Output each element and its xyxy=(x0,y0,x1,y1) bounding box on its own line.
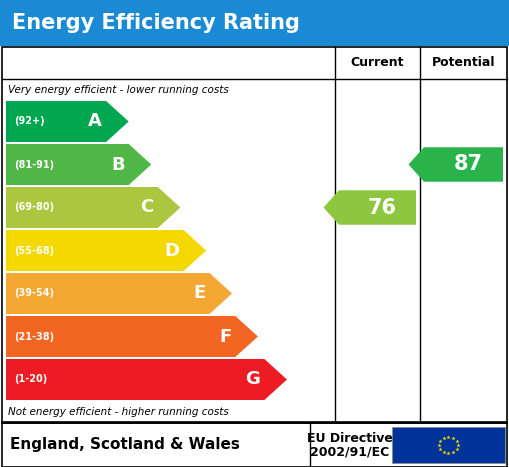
Polygon shape xyxy=(6,187,180,228)
Text: (39-54): (39-54) xyxy=(14,289,54,298)
Text: A: A xyxy=(88,113,102,130)
Polygon shape xyxy=(6,273,232,314)
Text: Not energy efficient - higher running costs: Not energy efficient - higher running co… xyxy=(8,407,229,417)
Text: Energy Efficiency Rating: Energy Efficiency Rating xyxy=(12,13,300,33)
Polygon shape xyxy=(409,147,503,182)
Text: (21-38): (21-38) xyxy=(14,332,54,341)
Bar xyxy=(0,0,509,46)
Text: D: D xyxy=(164,241,180,260)
Text: 2002/91/EC: 2002/91/EC xyxy=(310,446,389,459)
Text: (81-91): (81-91) xyxy=(14,160,54,170)
Text: G: G xyxy=(245,370,261,389)
Bar xyxy=(2,423,507,467)
Polygon shape xyxy=(6,230,206,271)
Polygon shape xyxy=(6,316,258,357)
Text: EU Directive: EU Directive xyxy=(307,432,393,446)
Text: F: F xyxy=(219,327,231,346)
Text: (55-68): (55-68) xyxy=(14,246,54,255)
Text: Current: Current xyxy=(351,57,404,70)
Text: Potential: Potential xyxy=(432,57,495,70)
Text: (69-80): (69-80) xyxy=(14,203,54,212)
Text: (92+): (92+) xyxy=(14,116,45,127)
Bar xyxy=(2,47,507,422)
Text: 87: 87 xyxy=(454,155,483,175)
Polygon shape xyxy=(6,359,287,400)
Polygon shape xyxy=(6,144,151,185)
Text: B: B xyxy=(111,156,125,174)
Text: C: C xyxy=(140,198,154,217)
Text: 76: 76 xyxy=(367,198,397,218)
Polygon shape xyxy=(6,101,129,142)
Polygon shape xyxy=(324,190,416,225)
Text: (1-20): (1-20) xyxy=(14,375,47,384)
Text: Very energy efficient - lower running costs: Very energy efficient - lower running co… xyxy=(8,85,229,95)
Text: E: E xyxy=(193,284,206,303)
Bar xyxy=(392,427,505,463)
Text: England, Scotland & Wales: England, Scotland & Wales xyxy=(10,438,240,453)
